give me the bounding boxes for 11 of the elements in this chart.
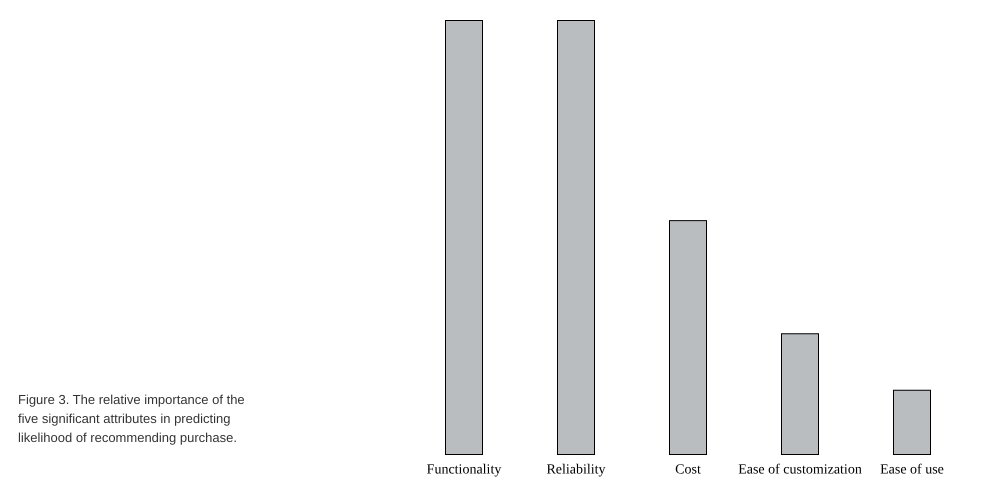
bar bbox=[557, 20, 595, 455]
x-tick-label: Ease of use bbox=[880, 462, 944, 478]
x-tick-label: Cost bbox=[675, 462, 701, 478]
bar bbox=[781, 333, 819, 455]
x-tick-label: Ease of customization bbox=[738, 462, 862, 478]
x-tick-label: Functionality bbox=[426, 462, 502, 478]
bar bbox=[893, 390, 931, 455]
bar bbox=[445, 20, 483, 455]
bar bbox=[669, 220, 707, 455]
x-tick-label: Reliability bbox=[546, 462, 606, 478]
caption: Figure 3. The relative importance of the five significant attributes in predicting likelihood of recommending purchase. bbox=[18, 392, 248, 445]
